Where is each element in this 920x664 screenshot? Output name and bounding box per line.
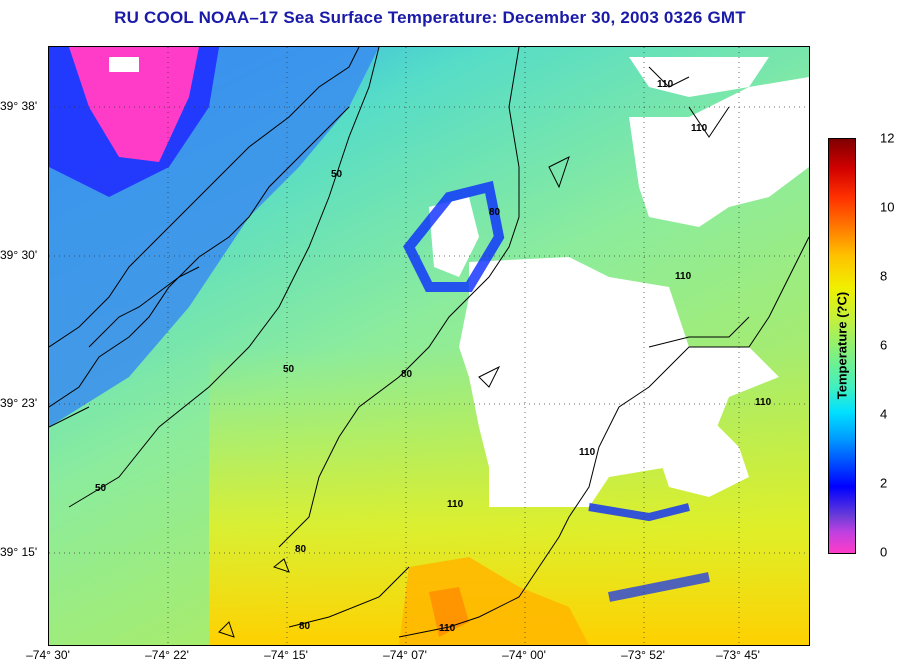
lon-label-73-52: –73° 52'	[621, 648, 665, 662]
colorbar-tick: 8	[880, 268, 888, 284]
contour-label: 50	[331, 169, 343, 180]
lon-label-74-00: –74° 00'	[502, 648, 546, 662]
contour-label: 110	[579, 447, 596, 458]
contour-label: 50	[283, 364, 295, 375]
lon-label-74-15: –74° 15'	[264, 648, 308, 662]
contour-label: 80	[401, 369, 413, 380]
lon-label-74-22: –74° 22'	[145, 648, 189, 662]
contour-label: 110	[657, 79, 674, 90]
contour-labels: 50 50 50 80 80 80 80 110 110 110 110 110…	[95, 79, 772, 634]
contour-label: 50	[95, 483, 107, 494]
colorbar-tick: 0	[880, 544, 888, 560]
lon-label-73-45: –73° 45'	[716, 648, 760, 662]
cloud-cover-ne	[629, 77, 809, 227]
colorbar-tick: 10	[880, 199, 895, 215]
lat-label-39-23: 39° 23'	[0, 396, 38, 410]
colorbar-label: Temperature (?C)	[834, 291, 850, 400]
contour-label: 110	[755, 397, 772, 408]
contour-label: 80	[489, 207, 501, 218]
map-title: RU COOL NOAA–17 Sea Surface Temperature:…	[114, 8, 746, 27]
contour-label: 110	[439, 623, 456, 634]
cold-pink-region	[69, 47, 199, 162]
colorbar-tick: 6	[880, 337, 888, 353]
sst-map[interactable]: 50 50 50 80 80 80 80 110 110 110 110 110…	[48, 46, 810, 646]
sst-map-canvas: 50 50 50 80 80 80 80 110 110 110 110 110…	[49, 47, 809, 645]
contour-label: 80	[295, 544, 307, 555]
lat-label-39-15: 39° 15'	[0, 545, 38, 559]
contour-label: 110	[447, 499, 464, 510]
lat-label-39-38: 39° 38'	[0, 99, 38, 113]
lon-label-74-30: –74° 30'	[26, 648, 70, 662]
colorbar-tick: 4	[880, 406, 888, 422]
lat-label-39-30: 39° 30'	[0, 248, 38, 262]
temperature-colorbar	[828, 138, 856, 554]
contour-label: 110	[691, 123, 708, 134]
contour-label: 80	[299, 621, 311, 632]
lon-label-74-07: –74° 07'	[383, 648, 427, 662]
contour-label: 110	[675, 271, 692, 282]
colorbar-tick: 12	[880, 130, 895, 146]
colorbar-tick: 2	[880, 475, 888, 491]
